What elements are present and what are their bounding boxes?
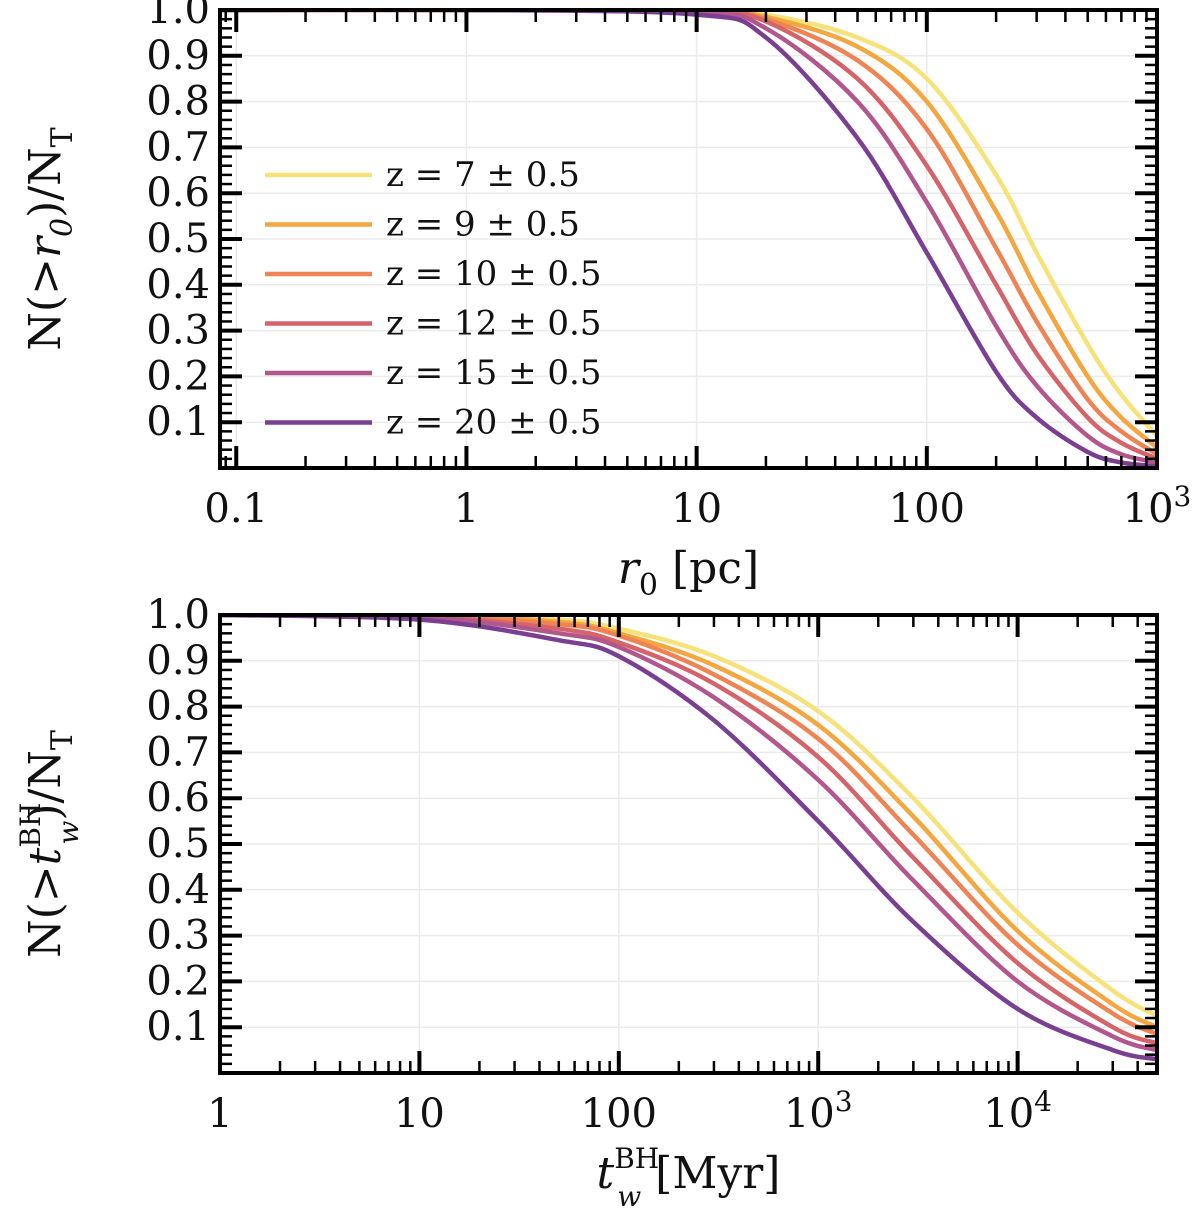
y-tick-label: 0.4 [146, 262, 210, 308]
x-axis-label: tBH w [Myr] [597, 1142, 781, 1213]
y-tick-label: 0.4 [146, 867, 210, 913]
legend-label-1: z = 9 ± 0.5 [386, 205, 580, 245]
y-tick-label: 0.9 [146, 638, 210, 684]
y-axis-label: N(>r0)/NT [20, 127, 80, 350]
y-tick-label: 0.6 [146, 170, 210, 216]
series-lines [220, 10, 1157, 468]
series-line-bottom-1 [220, 615, 1157, 1030]
chart-panel-bottom: 1 10 100 103 104 0.10.20.30.40.50.60.70.80.91… [14, 592, 1159, 1213]
y-tick-label: 0.8 [146, 79, 210, 125]
x-tick-label: 104 [983, 1085, 1052, 1137]
y-tick-label: 0.1 [146, 1004, 210, 1050]
series-line-top-1 [220, 10, 1157, 450]
y-tick-label: 0.9 [146, 33, 210, 79]
y-tick-label: 0.8 [146, 684, 210, 730]
legend-label-3: z = 12 ± 0.5 [386, 304, 601, 344]
x-tick-label: 1 [454, 486, 479, 532]
x-tick-label: 100 [581, 1091, 657, 1137]
series-line-bottom-5 [220, 615, 1157, 1062]
y-tick-label: 0.7 [146, 124, 210, 170]
series-line-top-3 [220, 10, 1157, 462]
series-line-bottom-0 [220, 615, 1157, 1019]
chart-panel-top: 0.1 1 10 100 1030.10.20.30.40.50.60.70.80.91… [20, 0, 1191, 603]
series-line-top-4 [220, 10, 1157, 465]
x-tick-label: 10 [671, 486, 722, 532]
y-tick-label: 0.2 [146, 958, 210, 1004]
y-tick-label: 0.6 [146, 775, 210, 821]
x-tick-label: 103 [784, 1085, 853, 1137]
legend: z = 7 ± 0.5 z = 9 ± 0.5 z = 10 ± 0.5 z = 12… [265, 155, 601, 443]
y-tick-label: 0.1 [146, 399, 210, 445]
series-lines [220, 615, 1157, 1062]
series-line-bottom-2 [220, 615, 1157, 1037]
series-line-top-5 [220, 10, 1157, 468]
legend-label-0: z = 7 ± 0.5 [386, 155, 580, 195]
y-tick-label: 0.2 [146, 353, 210, 399]
x-axis-label: r0 [pc] [618, 543, 759, 603]
y-tick-label: 0.7 [146, 729, 210, 775]
series-line-bottom-4 [220, 615, 1157, 1053]
x-tick-label: 0.1 [204, 486, 268, 532]
x-tick-label: 103 [1123, 480, 1192, 532]
legend-label-5: z = 20 ± 0.5 [386, 403, 601, 443]
y-tick-label: 0.3 [146, 308, 210, 354]
y-tick-label: 1.0 [146, 592, 210, 638]
y-tick-label: 0.5 [146, 216, 210, 262]
y-axis-label: N(>tBH w)/NT [14, 730, 85, 958]
legend-label-4: z = 15 ± 0.5 [386, 353, 601, 393]
legend-label-2: z = 10 ± 0.5 [386, 254, 601, 294]
x-tick-label: 1 [207, 1091, 232, 1137]
y-tick-label: 0.5 [146, 821, 210, 867]
series-line-top-2 [220, 10, 1157, 457]
x-tick-label: 10 [394, 1091, 445, 1137]
x-tick-label: 100 [889, 486, 965, 532]
y-tick-label: 1.0 [146, 0, 210, 33]
y-tick-label: 0.3 [146, 913, 210, 959]
